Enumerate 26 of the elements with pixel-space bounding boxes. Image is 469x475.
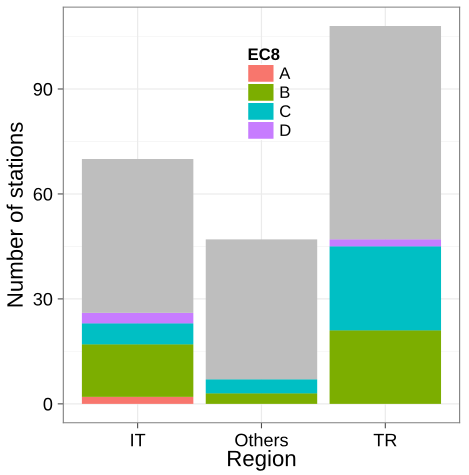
bar <box>330 26 442 240</box>
legend-label: B <box>280 86 290 98</box>
bar <box>82 344 194 397</box>
y-axis-title: Number of stations <box>6 122 23 306</box>
x-tick-label: TR <box>374 434 397 446</box>
y-tick-label: 30 <box>34 292 52 306</box>
y-tick-label: 60 <box>34 188 52 201</box>
bar <box>330 246 442 330</box>
bar <box>82 396 194 404</box>
bar <box>330 239 442 246</box>
x-tick-label: IT <box>131 434 146 446</box>
legend-label: D <box>280 124 290 136</box>
bar <box>206 393 318 404</box>
y-tick-label: 0 <box>44 398 52 411</box>
bar <box>330 330 442 404</box>
y-tick-label: 90 <box>34 82 52 96</box>
bar <box>206 379 318 394</box>
legend-label: C <box>280 105 291 118</box>
legend-title: EC8 <box>248 48 280 60</box>
bar <box>82 323 194 344</box>
bar <box>206 239 318 380</box>
legend-label: A <box>279 67 290 79</box>
x-tick-label: Others <box>235 433 288 446</box>
bar <box>82 158 194 313</box>
bar <box>82 312 194 324</box>
x-axis-title: Region <box>228 450 296 471</box>
